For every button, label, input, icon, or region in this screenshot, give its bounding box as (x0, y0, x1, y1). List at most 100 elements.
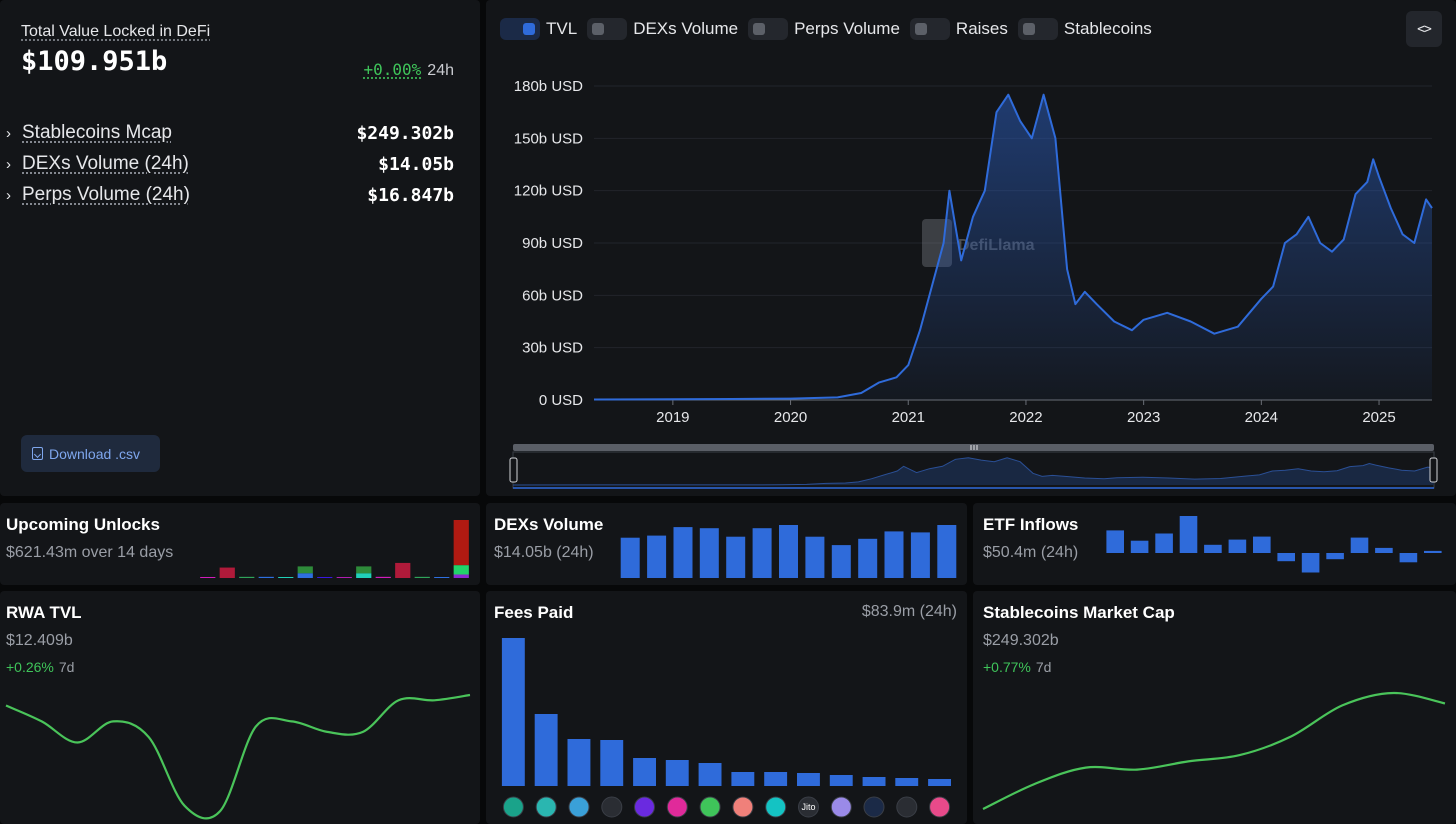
bar (764, 772, 788, 786)
y-tick-label: 150b USD (514, 130, 583, 147)
phantom-icon (634, 796, 655, 818)
bar (1399, 553, 1418, 563)
metric-row-perps-volume[interactable]: › Perps Volume (24h) $16.847b (6, 182, 454, 208)
bar (1253, 536, 1271, 553)
toggle-stablecoins[interactable] (1017, 18, 1058, 40)
metric-row-dexs-volume[interactable]: › DEXs Volume (24h) $14.05b (6, 151, 454, 177)
bar (937, 525, 957, 578)
toggle-raises[interactable] (909, 18, 950, 40)
tvl-chart: 0 USD 30b USD 60b USD 90b USD 120b USD 150b U… (509, 78, 1438, 489)
bar (699, 528, 719, 578)
bar (647, 535, 667, 578)
rwa-line-chart (5, 693, 471, 820)
bar (752, 528, 772, 578)
rwa-tvl-card[interactable]: RWA TVL $12.409b +0.26% 7d (0, 591, 480, 824)
pump-icon (699, 796, 721, 818)
bar (1106, 530, 1124, 553)
bar (731, 772, 755, 786)
etf-inflows-card[interactable]: ETF Inflows $50.4m (24h) (973, 503, 1456, 585)
bar (779, 525, 798, 578)
jupiter-icon (896, 796, 918, 818)
jito-icon (798, 796, 819, 818)
trend-line (5, 693, 471, 820)
embed-code-button[interactable]: <> (1406, 11, 1442, 47)
card-subtitle: $12.409b (6, 632, 73, 649)
bar (620, 537, 640, 578)
bar (884, 531, 904, 578)
bar (453, 574, 469, 578)
card-title: DEXs Volume (494, 515, 604, 534)
x-tick-label: 2020 (774, 409, 807, 426)
bar (297, 573, 313, 578)
card-subtitle: $621.43m over 14 days (6, 544, 174, 561)
bar (239, 576, 255, 578)
card-title: Fees Paid (494, 603, 574, 622)
tvl-change-period: 24h (427, 62, 454, 79)
metric-label[interactable]: Perps Volume (24h) (22, 184, 190, 205)
bar (928, 779, 951, 786)
fees-paid-card[interactable]: Fees Paid $83.9m (24h) Jito (486, 591, 967, 824)
legend-dexs-volume[interactable]: DEXs Volume (587, 18, 738, 40)
raydium-icon (732, 796, 754, 818)
toggle-perps-volume[interactable] (748, 18, 789, 40)
x-tick-label: 2025 (1362, 409, 1395, 426)
chevron-right-icon[interactable]: › (6, 155, 11, 173)
legend-label[interactable]: Stablecoins (1063, 19, 1152, 38)
card-change-pct: +0.26% (6, 659, 54, 675)
metric-label[interactable]: DEXs Volume (24h) (22, 153, 189, 174)
bar (567, 739, 591, 786)
card-title: ETF Inflows (983, 515, 1079, 534)
metric-row-stablecoins[interactable]: › Stablecoins Mcap $249.302b (6, 120, 454, 146)
legend-label[interactable]: DEXs Volume (633, 19, 739, 38)
legend-label[interactable]: Perps Volume (794, 19, 900, 38)
legend-label[interactable]: TVL (546, 19, 578, 38)
legend-raises[interactable]: Raises (909, 18, 1008, 40)
y-tick-label: 180b USD (514, 78, 583, 95)
card-change: +0.77% 7d (983, 659, 1051, 675)
bar (1228, 539, 1247, 553)
legend-stablecoins[interactable]: Stablecoins (1017, 18, 1152, 40)
card-change-period: 7d (58, 659, 75, 675)
metric-label[interactable]: Stablecoins Mcap (22, 122, 172, 143)
range-handle-right[interactable] (1429, 457, 1438, 483)
download-csv-button[interactable]: Download .csv (21, 435, 160, 472)
download-csv-label: Download .csv (49, 445, 141, 462)
chevron-right-icon[interactable]: › (6, 186, 11, 204)
pumpfun-icon (666, 796, 688, 818)
x-tick-label: 2024 (1245, 409, 1278, 426)
tvl-line (593, 93, 1433, 401)
bar (698, 763, 722, 786)
bar (829, 775, 853, 786)
dexs-volume-card[interactable]: DEXs Volume $14.05b (24h) (486, 503, 967, 585)
card-subtitle: $14.05b (24h) (494, 544, 594, 561)
bar (895, 778, 919, 786)
bar (726, 536, 746, 578)
card-subtitle: $83.9m (24h) (861, 603, 957, 620)
stablecoins-mcap-card[interactable]: Stablecoins Market Cap $249.302b +0.77% 7… (973, 591, 1456, 824)
upcoming-unlocks-card[interactable]: Upcoming Unlocks $621.43m over 14 days (0, 503, 480, 585)
aave-icon (863, 796, 885, 818)
legend-perps-volume[interactable]: Perps Volume (748, 18, 900, 40)
y-tick-label: 90b USD (522, 235, 583, 252)
tvl-title[interactable]: Total Value Locked in DeFi (21, 23, 211, 40)
bar (317, 577, 333, 578)
bar (1155, 533, 1173, 553)
range-handle-left[interactable] (509, 457, 518, 483)
toggle-tvl[interactable] (500, 18, 540, 40)
card-title: Upcoming Unlocks (6, 515, 160, 534)
trend-line (982, 691, 1446, 810)
toggle-dexs-volume[interactable] (587, 18, 628, 40)
etf-bar-chart (1106, 516, 1442, 573)
range-slider-area (513, 457, 1434, 485)
circle-icon (929, 796, 951, 818)
bar (633, 758, 656, 786)
bar (1277, 553, 1295, 562)
legend-label[interactable]: Raises (955, 19, 1008, 38)
pancakeswap-icon (535, 796, 557, 818)
bar (200, 577, 216, 578)
chevron-right-icon[interactable]: › (6, 124, 11, 142)
x-tick-label: 2022 (1009, 409, 1042, 426)
legend-tvl[interactable]: TVL (500, 18, 577, 40)
metric-value: $249.302b (356, 122, 454, 144)
tvl-change-pct[interactable]: +0.00% (363, 60, 422, 79)
